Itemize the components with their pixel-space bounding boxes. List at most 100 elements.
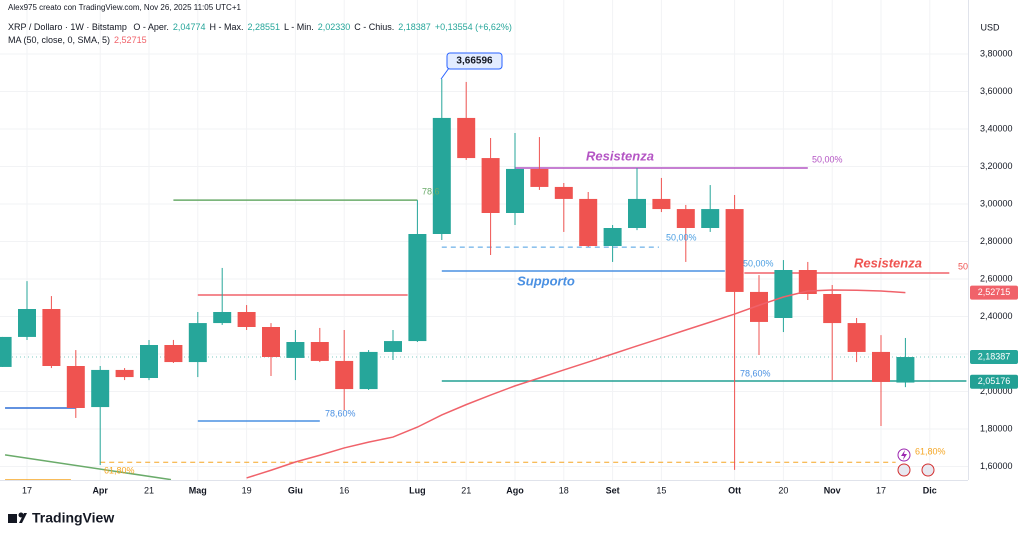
level-line <box>4 454 172 480</box>
plot-area: Resistenza 50,00% Supporto Resistenza 50,0 78… <box>0 52 976 480</box>
x-tick-label: Nov <box>824 485 841 495</box>
price-tag-label: 2,18387 <box>978 351 1011 361</box>
candle-body <box>774 270 793 318</box>
candle-body <box>554 186 573 199</box>
candle-body <box>750 291 768 322</box>
y-tick-label: 1,80000 <box>980 423 1013 433</box>
candle-body <box>798 270 817 294</box>
candle-body <box>262 327 280 357</box>
candle-body <box>188 323 207 363</box>
ohlc-name: C - Chius. <box>354 22 395 32</box>
candle-body <box>701 209 720 228</box>
x-tick-label: Lug <box>409 485 426 495</box>
y-tick-label: 3,40000 <box>980 123 1013 133</box>
callout-label: 3,66596 <box>456 56 493 67</box>
annotation: 61,80% <box>915 446 946 456</box>
price-tag-label: 2,05176 <box>978 376 1011 386</box>
ohlc-name: H - Max. <box>209 22 244 32</box>
candle-body <box>652 198 671 210</box>
candle-body <box>432 117 451 234</box>
candle-body <box>286 342 305 358</box>
candle-body <box>164 345 183 363</box>
y-tick-label: 2,40000 <box>980 311 1013 321</box>
candle-body <box>896 357 915 383</box>
x-tick-label: 18 <box>559 485 569 495</box>
candle-body <box>579 198 598 246</box>
candle-body <box>506 168 524 213</box>
candle-body <box>42 309 61 366</box>
candle-body <box>676 209 695 228</box>
x-tick-label: Ago <box>506 485 524 495</box>
event-icons <box>897 448 935 477</box>
candle-body <box>140 345 158 378</box>
y-tick-label: 2,00000 <box>980 386 1013 396</box>
candle-body <box>115 369 134 378</box>
ma-row: MA (50, close, 0, SMA, 5) 2,52715 <box>8 35 151 45</box>
candle-body <box>823 294 842 324</box>
brand: TradingView <box>32 510 114 526</box>
annotation: 78,6 <box>422 186 440 196</box>
candle-body <box>628 198 646 228</box>
price-tag <box>970 350 1018 365</box>
grid <box>0 0 968 480</box>
candle-body <box>847 323 866 352</box>
x-tick-label: Mag <box>189 485 207 495</box>
candle-body <box>310 342 329 361</box>
annotation: 50,0 <box>958 261 976 271</box>
candle-body <box>0 336 12 367</box>
y-tick-label: 1,60000 <box>980 461 1013 471</box>
candle-body <box>457 117 476 159</box>
axes: 1,600001,800002,000002,200002,400002,600… <box>22 48 1018 495</box>
candle-body <box>213 312 232 324</box>
x-tick-label: 20 <box>778 485 788 495</box>
candle-body <box>408 234 427 342</box>
x-tick-label: Giu <box>288 485 303 495</box>
callout-pointer <box>440 67 450 80</box>
x-tick-label: 17 <box>22 485 32 495</box>
ma-line <box>246 289 906 479</box>
ma-value: 2,52715 <box>114 35 147 45</box>
y-tick-label: 3,80000 <box>980 48 1013 58</box>
annotation: Resistenza <box>586 148 654 163</box>
x-tick-label: 17 <box>876 485 886 495</box>
x-tick-label: Apr <box>92 485 108 495</box>
y-tick-label: 3,60000 <box>980 86 1013 96</box>
candle-body <box>872 351 890 382</box>
candle-body <box>335 360 354 390</box>
x-tick-label: Ott <box>728 485 741 495</box>
x-tick-label: 21 <box>461 485 471 495</box>
ohlc-value: 2,04774 <box>172 22 206 32</box>
candle-body <box>603 228 622 246</box>
ohlc-value: 2,28551 <box>247 22 281 32</box>
candle-body <box>66 366 85 408</box>
candle-body <box>481 158 500 213</box>
candle-body <box>237 312 256 327</box>
x-tick-label: 21 <box>144 485 154 495</box>
annotation: 61,80% <box>104 465 135 475</box>
annotation: Resistenza <box>854 255 922 270</box>
ohlc-name: L - Min. <box>284 22 314 32</box>
candle-body <box>384 341 402 352</box>
annotation: 50,00% <box>812 154 843 164</box>
candle-body <box>530 168 549 187</box>
x-tick-label: 16 <box>339 485 349 495</box>
x-tick-label: 19 <box>242 485 252 495</box>
ma-label: MA (50, close, 0, SMA, 5) <box>8 35 111 45</box>
y-tick-label: 2,60000 <box>980 273 1013 283</box>
ohlc-value: 2,02330 <box>317 22 351 32</box>
logo <box>8 512 27 523</box>
candle-body <box>91 369 110 408</box>
annotation: 78,60% <box>740 368 771 378</box>
y-tick-label: 3,00000 <box>980 198 1013 208</box>
annotation: 50,00% <box>743 258 774 268</box>
y-tick-label: 3,20000 <box>980 161 1013 171</box>
price-tag <box>970 374 1018 389</box>
price-tag-label: 2,52715 <box>978 287 1011 297</box>
symbol: XRP / Dollaro · 1W · Bitstamp <box>8 22 127 32</box>
y-tick-label: 2,80000 <box>980 236 1013 246</box>
ohlc-value: 2,18387 <box>398 22 431 32</box>
annotation: Supporto <box>517 273 575 288</box>
x-tick-label: Dic <box>923 485 937 495</box>
